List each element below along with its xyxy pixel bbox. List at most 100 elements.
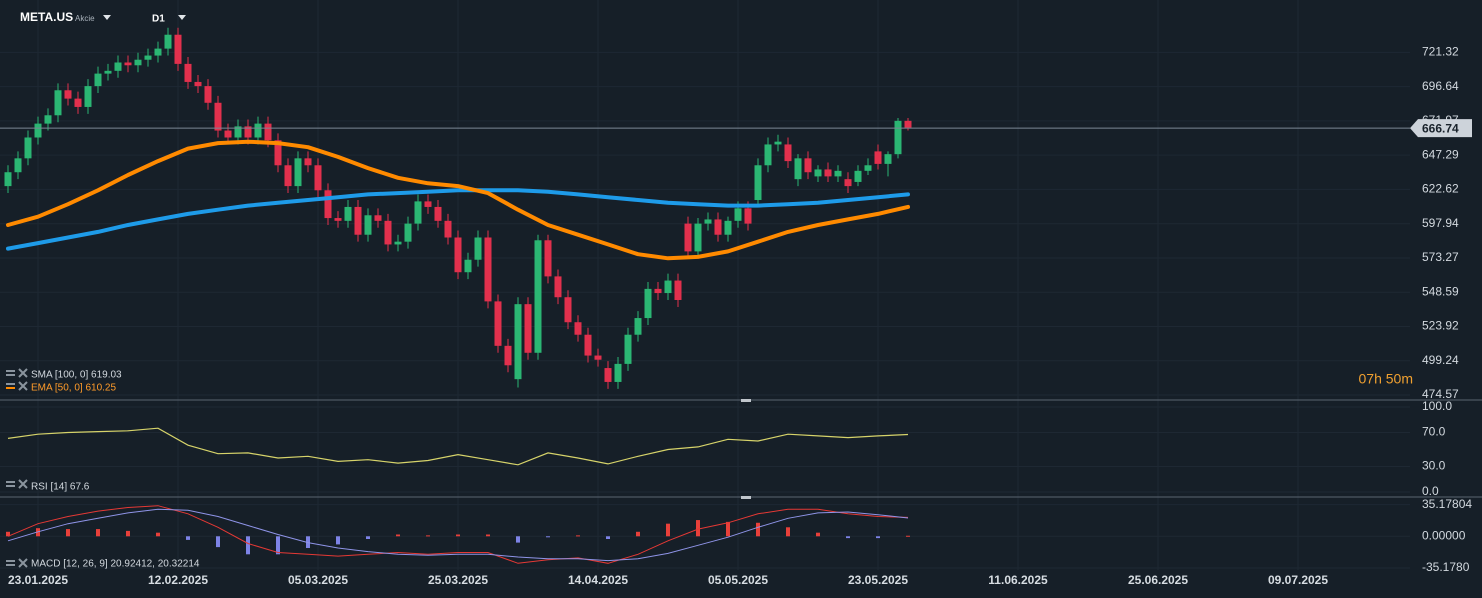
candle-body	[584, 334, 592, 356]
macd-histogram-bar	[666, 523, 670, 537]
candle-body	[134, 59, 142, 66]
candle-body	[834, 170, 842, 177]
macd-histogram-bar	[846, 536, 850, 539]
candle-body	[664, 280, 672, 294]
macd-histogram-bar	[396, 534, 400, 537]
candle-body	[124, 62, 132, 66]
macd-histogram-bar	[126, 530, 130, 537]
y-tick-label: 30.0	[1422, 459, 1446, 473]
candle-body	[634, 318, 642, 335]
macd-histogram-bar	[66, 529, 70, 537]
candle-body	[284, 165, 292, 187]
moving-average	[6, 188, 910, 251]
marks	[0, 27, 1410, 564]
candle-body	[604, 368, 612, 382]
x-tick-label: 09.07.2025	[1268, 573, 1328, 587]
pane-handle[interactable]	[741, 496, 751, 499]
candle-body	[824, 169, 832, 177]
candle-body	[304, 158, 312, 166]
candle-body	[654, 288, 662, 294]
candle-body	[144, 55, 152, 60]
candle-body	[374, 215, 382, 221]
y-tick-label: 70.0	[1422, 425, 1446, 439]
macd-histogram-bar	[246, 536, 250, 555]
candle-body	[194, 81, 202, 87]
candle-body	[874, 151, 882, 164]
ema-legend: EMA [50, 0] 610.25	[31, 383, 116, 394]
x-tick-label: 12.02.2025	[148, 573, 208, 587]
macd-histogram-bar	[516, 536, 520, 543]
y-tick-label: -35.1780	[1422, 560, 1470, 574]
timeframe-dropdown[interactable]	[178, 15, 186, 20]
candle-body	[494, 301, 502, 346]
macd-histogram-bar	[456, 534, 460, 537]
candle-body	[894, 120, 902, 155]
candle-body	[94, 73, 102, 87]
pane-handle[interactable]	[741, 399, 751, 402]
candle-body	[444, 220, 452, 238]
macd-histogram-bar	[276, 536, 280, 555]
y-tick-label: 573.27	[1422, 250, 1459, 264]
candle-body	[414, 201, 422, 224]
candle-body	[454, 237, 462, 273]
candle-body	[64, 90, 72, 99]
candle-body	[684, 223, 692, 252]
y-tick-label: 0.00000	[1422, 528, 1466, 542]
y-tick-label: 523.92	[1422, 319, 1459, 333]
x-tick-label: 25.03.2025	[428, 573, 488, 587]
symbol-dropdown[interactable]	[103, 15, 111, 20]
candle-body	[534, 240, 542, 353]
x-tick-label: 23.05.2025	[848, 573, 908, 587]
countdown: 07h 50m	[1359, 371, 1413, 387]
candle-body	[164, 34, 172, 49]
macd-histogram-bar	[816, 532, 820, 537]
candle-body	[184, 63, 192, 82]
candle-body	[234, 126, 242, 138]
candle-body	[594, 355, 602, 360]
candle-body	[694, 223, 702, 252]
macd-histogram-bar	[426, 535, 430, 537]
y-tick-label: 100.0	[1422, 399, 1452, 413]
macd-histogram-bar	[636, 531, 640, 537]
moving-average	[6, 139, 910, 261]
symbol[interactable]: META.US	[20, 10, 73, 24]
candle-body	[254, 123, 262, 138]
macd-histogram-bar	[96, 529, 100, 537]
current-price-tag	[1410, 119, 1472, 138]
y-tick-label: 622.62	[1422, 182, 1459, 196]
candle-body	[754, 165, 762, 200]
candle-body	[174, 34, 182, 64]
candle-body	[554, 276, 562, 298]
macd-histogram-bar	[696, 520, 700, 537]
x-tick-label: 05.03.2025	[288, 573, 348, 587]
candle-body	[384, 220, 392, 245]
candle-body	[244, 126, 252, 138]
candle-body	[74, 98, 82, 107]
candle-body	[464, 259, 472, 273]
candle-body	[44, 115, 52, 124]
macd-histogram-bar	[216, 536, 220, 548]
candle-body	[504, 345, 512, 366]
x-tick-label: 11.06.2025	[988, 573, 1048, 587]
candle-body	[54, 90, 62, 116]
y-tick-label: 548.59	[1422, 284, 1459, 298]
candle-body	[104, 70, 112, 74]
timeframe[interactable]: D1	[152, 14, 165, 25]
macd-histogram-bar	[6, 531, 10, 537]
candle-body	[524, 304, 532, 353]
macd-histogram-bar	[186, 536, 190, 540]
candle-body	[474, 237, 482, 260]
candle-body	[364, 215, 372, 235]
candle-body	[614, 363, 622, 382]
candle-body	[14, 158, 22, 173]
candle-body	[484, 237, 492, 302]
x-tick-label: 14.04.2025	[568, 573, 628, 587]
x-tick-label: 23.01.2025	[8, 573, 68, 587]
candle-body	[334, 218, 342, 221]
candle-body	[514, 304, 522, 380]
candle-body	[34, 123, 42, 138]
y-tick-label: 474.57	[1422, 387, 1459, 401]
candle-body	[114, 62, 122, 71]
candle-body	[804, 158, 812, 173]
